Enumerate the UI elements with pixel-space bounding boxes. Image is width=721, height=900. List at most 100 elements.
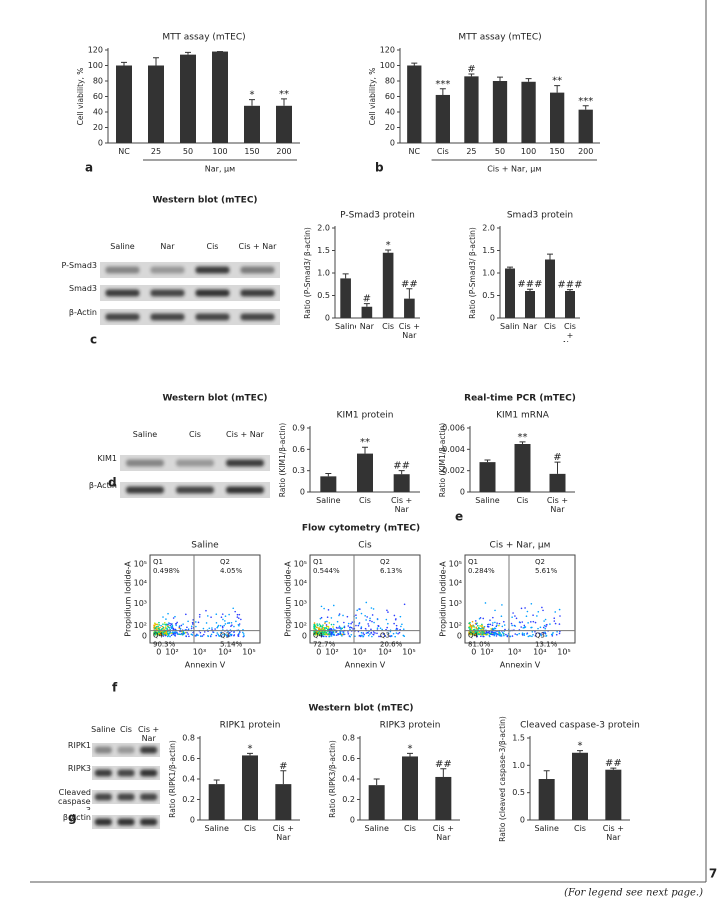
event-dot (155, 626, 158, 628)
error-bar (185, 51, 191, 55)
row-label-box: β-Actin (63, 813, 91, 822)
lane-label-box: Cis + Nar (226, 430, 264, 439)
event-dot (169, 635, 171, 638)
event-dot (187, 633, 189, 635)
event-dot (170, 627, 173, 630)
x-tick-label: Cis + Nar (602, 824, 624, 842)
event-dot (163, 632, 166, 635)
event-dot (395, 627, 398, 630)
event-dot (197, 621, 200, 624)
event-dot (468, 625, 471, 628)
bar (514, 444, 531, 492)
event-dot (167, 612, 169, 615)
quadrant-percent: 72.7% (313, 641, 336, 649)
event-dot (475, 623, 478, 625)
section-title: Real-time PCR (mTEC) (464, 394, 576, 404)
x-tick-label-box: Cis + Nar (273, 824, 294, 842)
event-dot (494, 631, 497, 634)
error-bar (519, 441, 526, 444)
event-dot (327, 633, 330, 636)
x-tick-label-box: Cis + Nar (391, 496, 413, 514)
event-dot (183, 632, 186, 634)
error-bar (280, 770, 287, 785)
event-dot (238, 623, 241, 625)
y-tick-label: 0.6 (182, 754, 195, 763)
flow-x-tick-label: 10⁵ (242, 648, 255, 657)
event-dot (157, 625, 159, 628)
x-tick-label-box: 50 (183, 147, 193, 156)
blot-band (195, 289, 230, 297)
event-dot (164, 630, 166, 633)
section-title: Western blot (mTEC) (152, 196, 257, 206)
event-dot (522, 627, 525, 629)
quadrant-name: Q2 (220, 558, 230, 566)
x-tick-label: Cis + Nar (391, 496, 413, 514)
quadrant-name: Q2 (535, 558, 545, 566)
event-dot (219, 624, 222, 627)
event-dot (224, 623, 227, 625)
event-dot (185, 613, 187, 616)
event-dot (364, 627, 367, 630)
event-dot (181, 633, 184, 636)
x-tick-label: Saline (500, 322, 520, 331)
flow-frame (464, 554, 576, 644)
event-dot (473, 628, 476, 631)
event-dot (206, 615, 209, 617)
error-bar (554, 85, 561, 93)
flow-y-tick-label: 10³ (294, 599, 307, 608)
event-dot (168, 622, 170, 624)
event-dot (390, 635, 393, 637)
y-tick-label: 0 (190, 816, 195, 825)
error-bar (543, 770, 550, 779)
event-dot (487, 631, 490, 634)
event-dot (500, 615, 503, 617)
event-dot (389, 630, 392, 633)
event-dot (494, 609, 496, 612)
flow-x-tick-label: 0 (156, 648, 161, 657)
quadrant-name: Q3 (380, 632, 390, 640)
bar (404, 298, 415, 318)
event-dot (365, 632, 368, 634)
event-dot (223, 624, 225, 627)
event-dot (480, 635, 482, 638)
blot-strip (100, 262, 280, 278)
event-dot (316, 624, 319, 627)
blot-band (94, 746, 112, 754)
event-dot (192, 631, 194, 634)
event-dot (339, 631, 341, 633)
event-dot (171, 625, 173, 628)
event-dot (526, 610, 529, 613)
event-dot (188, 635, 190, 638)
event-dot (398, 631, 401, 634)
event-dot (523, 634, 526, 637)
event-dot (230, 633, 233, 636)
significance-mark: ** (552, 76, 562, 87)
event-dot (496, 622, 498, 624)
event-dot (318, 628, 321, 631)
significance-mark: ## (435, 759, 452, 770)
event-dot (221, 613, 224, 615)
x-tick-label: Cis + Nar (546, 496, 569, 514)
lane-label: Cis + Nar (238, 242, 277, 251)
event-dot (479, 627, 481, 630)
x-tick-label-box: NC (118, 147, 130, 156)
event-dot (545, 624, 548, 626)
event-dot (320, 605, 323, 608)
event-dot (228, 613, 230, 616)
blot-band (240, 266, 275, 274)
event-dot (342, 633, 345, 636)
event-dot (481, 623, 483, 626)
lane-label-box: Cis (120, 725, 132, 734)
error-bar (153, 57, 159, 66)
event-dot (163, 621, 166, 624)
event-dot (556, 630, 558, 633)
section-title: Flow cytometry (mTEC) (302, 524, 420, 534)
event-dot (468, 622, 471, 625)
event-dot (498, 634, 501, 636)
event-dot (549, 623, 551, 625)
x-tick-label: Cis (436, 147, 449, 156)
blot-band (105, 266, 140, 274)
event-dot (516, 633, 519, 636)
event-dot (474, 620, 477, 622)
